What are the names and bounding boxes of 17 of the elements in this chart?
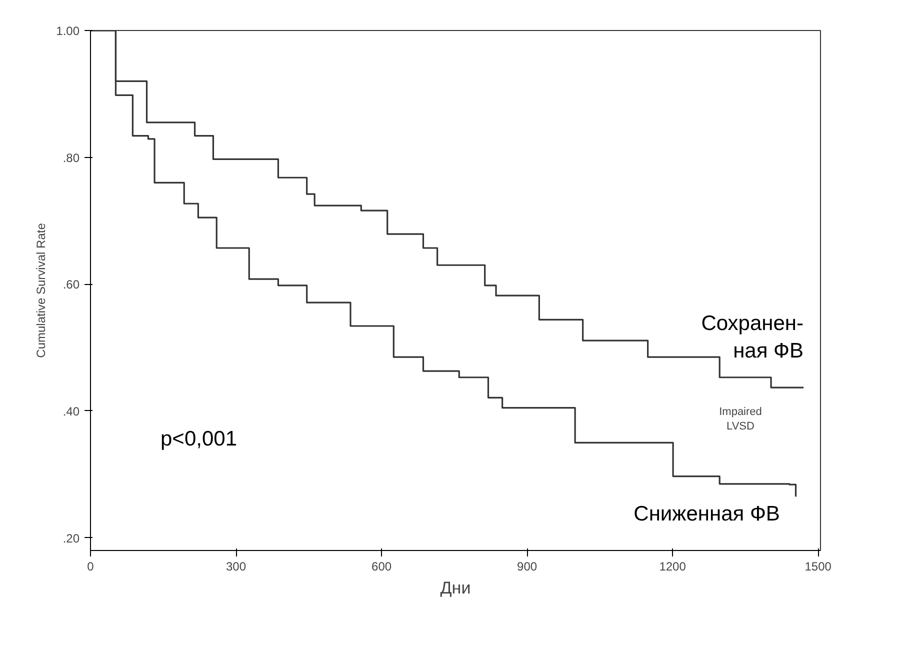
annotation: p<0,001 — [160, 428, 237, 450]
x-tick-label: 900 — [517, 560, 538, 574]
y-tick-label: .80 — [62, 150, 80, 165]
x-tick-label: 600 — [372, 560, 392, 574]
x-tick-label: 1500 — [804, 560, 832, 574]
y-tick-label: 1.00 — [56, 24, 80, 38]
annotation: Impaired LVSD — [719, 406, 762, 432]
x-axis-title: Дни — [440, 578, 471, 598]
y-axis-title: Cumulative Survival Rate — [34, 222, 48, 358]
series-label: Сохранен- ная ФВ — [701, 312, 804, 363]
series-label: Сниженная ФВ — [634, 502, 780, 526]
x-tick-label: 0 — [87, 560, 94, 574]
x-tick-label: 1200 — [659, 560, 686, 574]
y-tick-label: .40 — [62, 404, 80, 418]
y-tick-label: .60 — [62, 278, 80, 292]
x-tick-label: 300 — [226, 560, 246, 574]
y-tick-label: .20 — [62, 531, 80, 546]
